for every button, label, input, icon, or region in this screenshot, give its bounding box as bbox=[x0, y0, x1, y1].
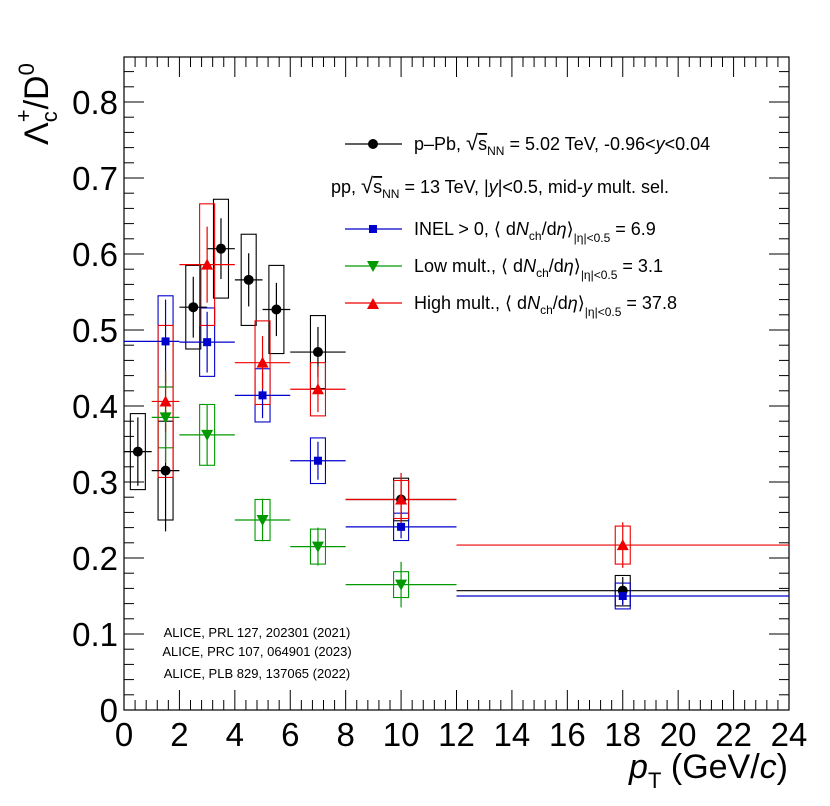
y-tick-label: 0.3 bbox=[72, 464, 118, 501]
legend-entry-high-mult: High mult., ⟨ dNch/dη⟩|η|<0.5 = 37.8 bbox=[345, 293, 677, 319]
data-point bbox=[395, 493, 408, 505]
y-tick-label: 0.5 bbox=[72, 312, 118, 349]
x-tick-label: 22 bbox=[715, 716, 752, 753]
x-tick-label: 10 bbox=[383, 716, 420, 753]
data-point bbox=[618, 592, 627, 600]
y-tick-label: 0.8 bbox=[72, 84, 118, 121]
data-point bbox=[397, 522, 406, 531]
legend-entry-low-mult: Low mult., ⟨ dNch/dη⟩|η|<0.5 = 3.1 bbox=[345, 256, 663, 282]
data-point bbox=[395, 579, 408, 591]
data-point bbox=[256, 356, 269, 368]
legend-entry-ppb: p–Pb, √sNN = 5.02 TeV, -0.96<y<0.04 bbox=[345, 130, 710, 158]
x-tick-label: 6 bbox=[281, 716, 299, 753]
svg-text:Low mult., ⟨ dNch/dη⟩|η|<0.5 =: Low mult., ⟨ dNch/dη⟩|η|<0.5 = 3.1 bbox=[414, 256, 663, 282]
x-axis-title: pT (GeV/c) bbox=[628, 748, 788, 793]
x-tick-label: 24 bbox=[771, 716, 808, 753]
reference-1: ALICE, PRL 127, 202301 (2021) bbox=[164, 625, 351, 640]
x-tick-label: 14 bbox=[494, 716, 531, 753]
y-tick-label: 0.4 bbox=[72, 388, 118, 425]
data-point bbox=[313, 456, 322, 465]
x-tick-label: 12 bbox=[438, 716, 475, 753]
data-point bbox=[312, 347, 323, 358]
x-tick-label: 0 bbox=[115, 716, 133, 753]
x-tick-label: 8 bbox=[336, 716, 354, 753]
legend: p–Pb, √sNN = 5.02 TeV, -0.96<y<0.04 pp, … bbox=[331, 130, 710, 319]
x-tick-label: 18 bbox=[604, 716, 641, 753]
data-point bbox=[215, 243, 226, 254]
data-point bbox=[256, 515, 269, 526]
svg-text:INEL > 0, ⟨ dNch/dη⟩|η|<0.5 =: INEL > 0, ⟨ dNch/dη⟩|η|<0.5 = 6.9 bbox=[414, 219, 656, 245]
data-point bbox=[132, 446, 143, 457]
data-point bbox=[159, 395, 172, 407]
x-tick-label: 4 bbox=[226, 716, 244, 753]
data-point bbox=[159, 412, 172, 424]
svg-text:p–Pb, √sNN = 5.02 TeV, -0.96<y: p–Pb, √sNN = 5.02 TeV, -0.96<y<0.04 bbox=[414, 130, 710, 158]
data-point bbox=[311, 383, 324, 395]
reference-2: ALICE, PRC 107, 064901 (2023) bbox=[162, 644, 351, 659]
data-point bbox=[311, 541, 324, 553]
data-markers bbox=[132, 243, 629, 600]
data-point bbox=[616, 539, 629, 551]
x-tick-label: 20 bbox=[660, 716, 697, 753]
y-tick-label: 0 bbox=[100, 692, 118, 729]
data-point bbox=[160, 465, 171, 476]
svg-text:pp, √sNN = 13 TeV, |y|<0.5, mi: pp, √sNN = 13 TeV, |y|<0.5, mid-y mult. … bbox=[331, 173, 669, 201]
data-point bbox=[161, 337, 170, 346]
axes: 0 2 4 6 8 10 12 14 16 18 20 22 2400.10.20.30.40.50.6… bbox=[72, 57, 807, 753]
x-tick-label: 2 bbox=[170, 716, 188, 753]
y-axis-title: Λc+/D0 bbox=[11, 63, 62, 145]
x-tick-label: 16 bbox=[549, 716, 586, 753]
legend-entry-inel: INEL > 0, ⟨ dNch/dη⟩|η|<0.5 = 6.9 bbox=[345, 219, 656, 245]
data-point bbox=[188, 302, 199, 313]
y-tick-label: 0.6 bbox=[72, 236, 118, 273]
legend-header: pp, √sNN = 13 TeV, |y|<0.5, mid-y mult. … bbox=[331, 173, 669, 201]
reference-3: ALICE, PLB 829, 137065 (2022) bbox=[164, 666, 350, 681]
error-bars bbox=[124, 218, 789, 608]
data-point bbox=[201, 258, 214, 270]
data-point bbox=[243, 274, 254, 285]
data-point bbox=[201, 429, 214, 441]
svg-text:High mult., ⟨ dNch/dη⟩|η|<0.5: High mult., ⟨ dNch/dη⟩|η|<0.5 = 37.8 bbox=[414, 293, 677, 319]
y-tick-label: 0.1 bbox=[72, 616, 118, 653]
y-tick-label: 0.7 bbox=[72, 160, 118, 197]
plot-frame bbox=[123, 56, 790, 711]
references: ALICE, PRL 127, 202301 (2021) ALICE, PRC… bbox=[162, 625, 351, 681]
data-point bbox=[258, 391, 267, 400]
data-point bbox=[271, 304, 282, 315]
data-point bbox=[203, 338, 212, 347]
y-tick-label: 0.2 bbox=[72, 540, 118, 577]
